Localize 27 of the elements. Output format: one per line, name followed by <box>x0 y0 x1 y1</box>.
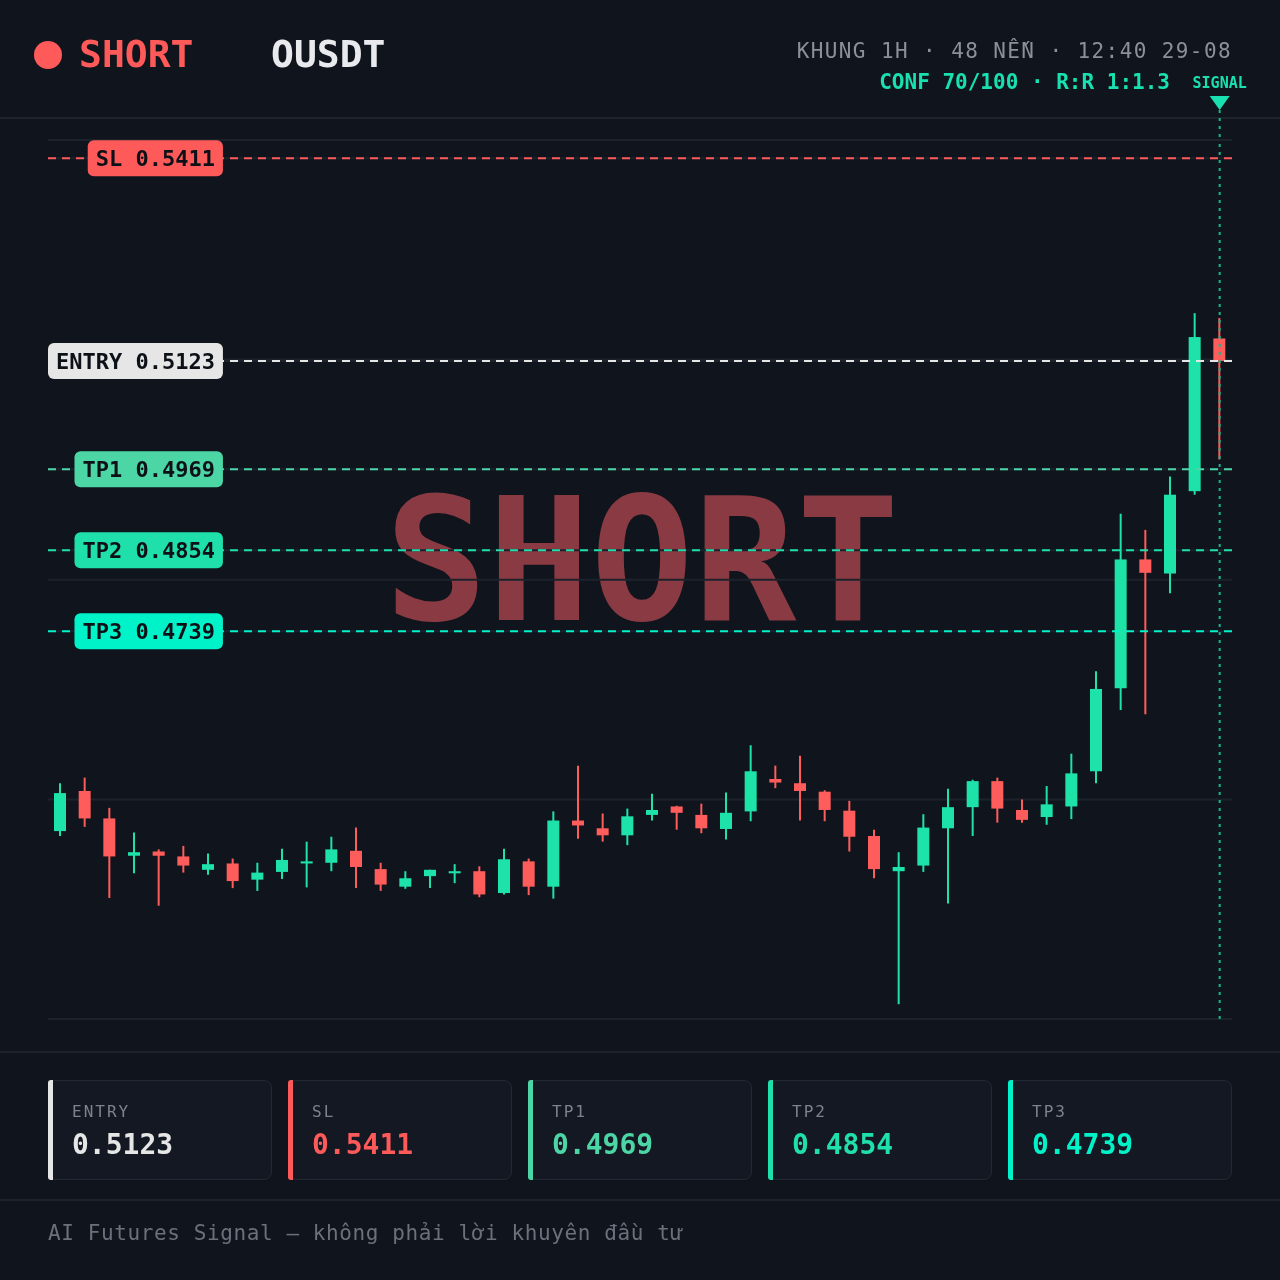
data-label: 0.4969 <box>552 1128 654 1162</box>
annotation: SHORT <box>384 461 900 660</box>
data-label: 0.5123 <box>72 1128 174 1162</box>
category-label: ENTRY <box>72 1102 131 1122</box>
y-tick-label: 0.4739 <box>135 619 215 645</box>
data-label: 0.5411 <box>312 1128 414 1162</box>
ref-line-label: ENTRY <box>56 348 123 374</box>
text: CONF 70/100 · R:R 1:1.3 <box>879 70 1170 94</box>
ref-line-label: TP3 <box>82 619 123 645</box>
y-tick-label: 0.5123 <box>135 348 215 374</box>
category-label: TP1 <box>552 1102 587 1122</box>
category-label: SL <box>312 1102 336 1122</box>
text: KHUNG 1H · 48 NẾN · 12:40 29-08 <box>796 38 1232 63</box>
y-tick-label: 0.4854 <box>135 538 215 564</box>
y-tick-label: 0.5411 <box>135 146 215 172</box>
data-label: 0.4739 <box>1032 1128 1134 1162</box>
data-label: 0.4854 <box>792 1128 894 1162</box>
category-label: TP3 <box>1032 1102 1067 1122</box>
ref-line-label: TP1 <box>82 457 123 483</box>
chart-subtitle: OUSDT <box>271 32 386 76</box>
text: AI Futures Signal — không phải lời khuyên đầu tư <box>48 1221 684 1245</box>
ref-line-label: TP2 <box>82 538 123 564</box>
category-label: TP2 <box>792 1102 827 1122</box>
ref-line-label: SL <box>95 146 123 172</box>
y-tick-label: 0.4969 <box>135 457 215 483</box>
text: SIGNAL <box>1192 74 1247 92</box>
chart-title: SHORT <box>79 32 194 76</box>
